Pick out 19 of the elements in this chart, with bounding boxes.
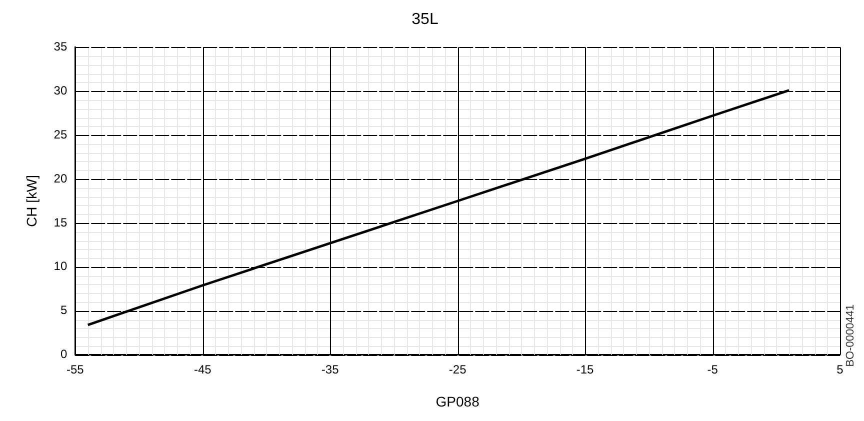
text: BO-0000441 bbox=[844, 304, 857, 367]
y-tick-label: 30 bbox=[54, 83, 68, 98]
y-axis-title: CH [kW] bbox=[23, 174, 40, 228]
x-tick-label: -35 bbox=[321, 362, 340, 376]
y-tick-label: 25 bbox=[54, 127, 68, 142]
chart-title: 35L bbox=[412, 11, 438, 28]
y-tick-label: 35 bbox=[54, 40, 68, 54]
x-tick-label: 5 bbox=[836, 362, 844, 376]
x-tick-label: -25 bbox=[448, 362, 467, 376]
x-tick-label: -5 bbox=[707, 362, 718, 376]
x-axis-title: GP088 bbox=[436, 393, 480, 410]
y-tick-label: 5 bbox=[60, 303, 68, 318]
y-tick-label: 0 bbox=[60, 347, 68, 362]
x-tick-label: -45 bbox=[194, 362, 212, 376]
x-tick-label: -15 bbox=[576, 362, 594, 376]
x-tick-label: -55 bbox=[66, 362, 84, 376]
y-tick-label: 10 bbox=[54, 259, 68, 274]
y-tick-label: 15 bbox=[54, 215, 68, 230]
y-tick-label: 20 bbox=[54, 171, 68, 186]
